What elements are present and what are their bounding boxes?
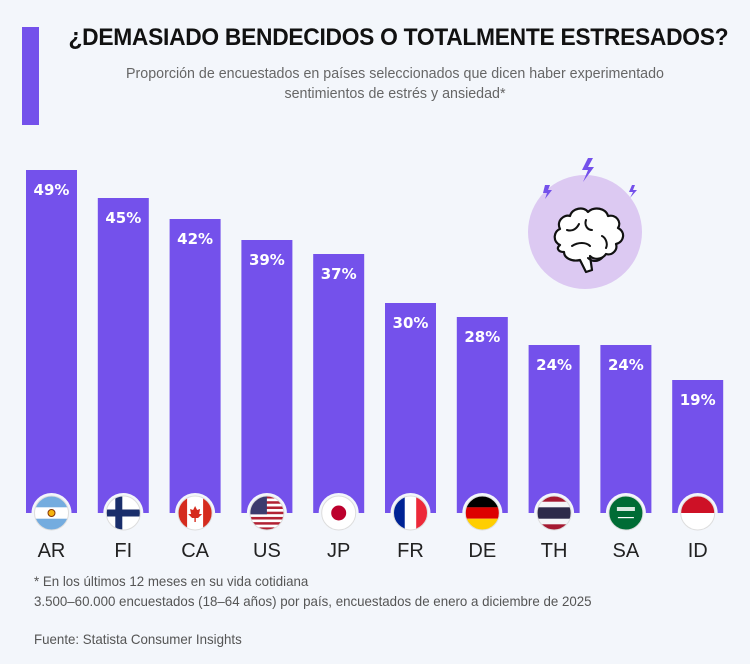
data-label: 24% (608, 356, 644, 374)
japan-flag-icon (321, 496, 356, 530)
saudi-arabia-flag-icon (608, 496, 643, 530)
category-label: CA (181, 540, 209, 562)
lightning-bolt-icon (543, 185, 552, 199)
subtitle-line-1: Proporción de encuestados en países sele… (126, 65, 664, 82)
france-flag-icon (393, 496, 428, 530)
lightning-bolt-icon (582, 158, 594, 182)
chart-title: ¿DEMASIADO BENDECIDOS O TOTALMENTE ESTRE… (68, 24, 729, 51)
bar-us (241, 240, 293, 513)
data-label: 19% (680, 391, 716, 409)
subtitle-line-2: sentimientos de estrés y ansiedad* (284, 85, 506, 102)
data-label: 49% (34, 181, 70, 199)
source-note: Fuente: Statista Consumer Insights (34, 631, 242, 647)
footnote-2: 3.500–60.000 encuestados (18–64 años) po… (34, 593, 592, 609)
canada-flag-icon (178, 496, 213, 530)
category-label: ID (688, 540, 708, 562)
data-label: 39% (249, 251, 285, 269)
chart-subtitle: Proporción de encuestados en países sele… (58, 64, 733, 104)
category-label: FR (397, 540, 424, 562)
bar-ca (169, 219, 221, 513)
bar-th (528, 345, 580, 513)
accent-bar (22, 27, 39, 125)
thailand-flag-icon (537, 496, 572, 530)
usa-flag-icon (249, 496, 284, 530)
argentina-flag-icon (34, 496, 69, 530)
bar-jp (313, 254, 365, 513)
category-label: JP (327, 540, 350, 562)
data-label: 37% (321, 265, 357, 283)
lightning-bolt-icon (629, 185, 637, 198)
indonesia-flag-icon (680, 496, 715, 530)
bar-fi (97, 198, 149, 513)
bar-id (672, 380, 724, 513)
category-label: US (253, 540, 281, 562)
data-label: 28% (464, 328, 500, 346)
category-label: TH (541, 540, 568, 562)
bar-ar (26, 170, 77, 513)
bar-sa (600, 345, 652, 513)
germany-flag-icon (465, 496, 500, 530)
data-label: 42% (177, 230, 213, 248)
category-label: AR (38, 540, 66, 562)
data-label: 24% (536, 356, 572, 374)
category-label: SA (613, 540, 640, 562)
brain-icon (553, 207, 625, 274)
category-label: FI (114, 540, 132, 562)
footnote-1: * En los últimos 12 meses en su vida cot… (34, 573, 309, 589)
bar-fr (385, 303, 436, 513)
finland-flag-icon (106, 496, 141, 530)
bar-de (456, 317, 508, 513)
data-label: 30% (393, 314, 429, 332)
stressed-brain-icon (528, 158, 642, 289)
data-label: 45% (105, 209, 141, 227)
category-label: DE (468, 540, 496, 562)
